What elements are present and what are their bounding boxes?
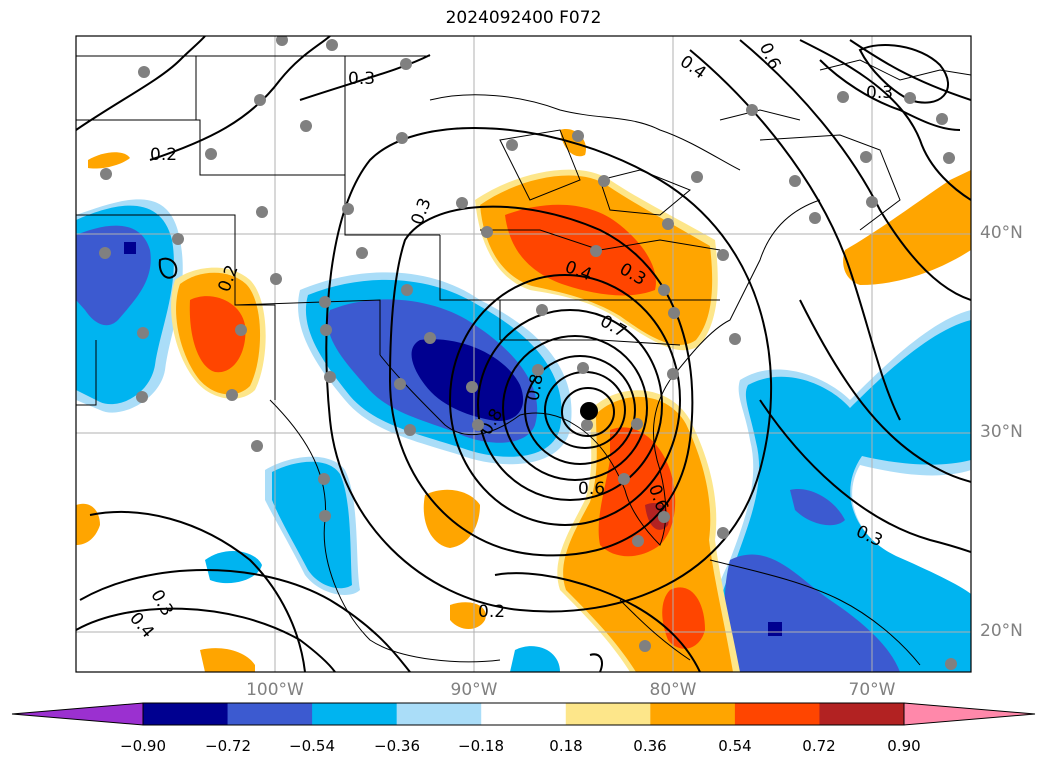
colorbar-tick-label: 0.36 [633,737,667,755]
colorbar-segment [565,703,651,725]
lon-label-100w: 100°W [246,680,304,700]
lon-label-90w: 90°W [450,680,498,700]
coastlines-borders [76,55,971,666]
lat-label-40n: 40°N [980,223,1023,243]
lon-label-70w: 70°W [848,680,896,700]
colorbar-tick-label: −0.54 [289,737,335,755]
contour-label: 0.6 [578,479,605,499]
colorbar-segment [650,703,736,725]
colorbar-tick-label: −0.90 [120,737,166,755]
lat-label-20n: 20°N [980,621,1023,641]
colorbar-tick-label: 0.54 [718,737,752,755]
colorbar-extend-low [11,702,144,726]
map-gridlines [76,36,971,672]
colorbar-tick-label: 0.18 [549,737,583,755]
colorbar-segment [312,703,398,725]
colorbar-segments [11,702,1036,726]
map-frame [75,35,972,673]
colorbar-segment [481,703,567,725]
colorbar-extend-high [903,702,1036,726]
contour-label: 0.3 [348,69,375,89]
contour-label: 0.2 [150,145,177,165]
colorbar-segment [396,703,482,725]
colorbar-segment [734,703,820,725]
contour-label: 0.3 [866,83,893,103]
colorbar-tick-label: −0.72 [205,737,251,755]
colorbar-segment [227,703,313,725]
colorbar-tick-label: −0.36 [374,737,420,755]
colorbar-tick-label: 0.72 [802,737,836,755]
contour-label: 0.2 [478,602,505,622]
colorbar-segment [819,703,905,725]
colorbar-tick-label: −0.18 [458,737,504,755]
storm-center-marker [580,402,598,420]
colorbar-outline [142,702,905,726]
positive-anomaly-fields [76,129,971,672]
station-markers [99,36,957,670]
lon-label-80w: 80°W [649,680,697,700]
lat-label-30n: 30°N [980,422,1023,442]
colorbar-segment [143,703,229,725]
colorbar-tick-label: 0.90 [887,737,921,755]
map-title: 2024092400 F072 [445,8,602,28]
contour-label: 0.8 [523,372,547,402]
